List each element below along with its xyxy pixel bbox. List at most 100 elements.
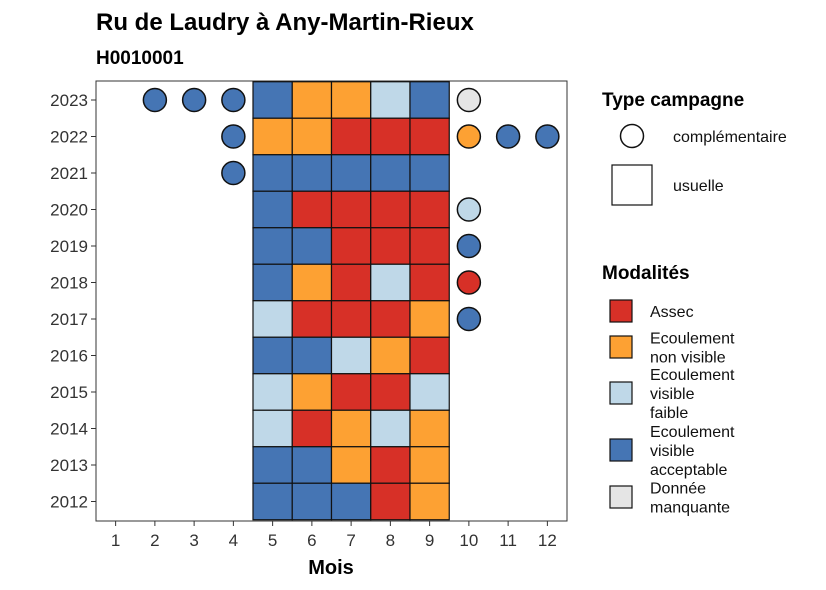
cell-usuelle-2015-6 — [291, 373, 333, 411]
cell-usuelle-2022-6 — [291, 117, 333, 156]
cell-usuelle-2020-7 — [330, 190, 372, 229]
y-tick-label-2022: 2022 — [50, 128, 88, 147]
x-tick-label-9: 9 — [425, 531, 434, 550]
legend-label-complementaire: complémentaire — [673, 129, 787, 146]
legend-key-accept — [609, 438, 633, 462]
point-complementaire-2019-10 — [456, 233, 482, 259]
cell-usuelle-2015-8 — [370, 373, 411, 411]
y-tick-label-2023: 2023 — [50, 91, 88, 110]
legend-label-usuelle: usuelle — [673, 178, 724, 195]
x-tick-label-11: 11 — [499, 531, 517, 550]
cell-usuelle-2023-9 — [409, 81, 450, 119]
cell-usuelle-2013-5 — [252, 446, 293, 484]
y-axis: 2012 2013 2014 2015 2016 2017 2018 2019 2020 2021… — [50, 91, 96, 512]
point-complementaire-2021-4 — [221, 160, 246, 186]
x-tick-label-8: 8 — [386, 531, 395, 550]
cell-usuelle-2016-6 — [291, 336, 333, 375]
legend-key-manq — [609, 485, 633, 509]
point-complementaire-2022-10 — [456, 124, 482, 149]
legend-key-faible — [609, 381, 633, 405]
y-tick-label-2019: 2019 — [50, 237, 88, 256]
cell-usuelle-2017-7 — [330, 300, 372, 338]
cell-usuelle-2013-8 — [370, 446, 411, 484]
point-complementaire-2022-12 — [535, 124, 560, 149]
cell-usuelle-2023-6 — [291, 81, 333, 119]
x-tick-label-2: 2 — [150, 531, 159, 550]
cell-usuelle-2021-6 — [291, 154, 333, 192]
cell-usuelle-2017-6 — [291, 300, 333, 338]
cell-usuelle-2021-8 — [370, 154, 411, 192]
legend-label-accept: Ecoulement visible acceptable — [650, 424, 735, 479]
cell-usuelle-2016-5 — [252, 336, 293, 375]
cell-usuelle-2012-8 — [370, 482, 411, 521]
x-axis: 1 2 3 4 5 6 7 8 9 10 11 12 — [111, 521, 557, 550]
cell-usuelle-2018-6 — [291, 263, 333, 302]
chart-title: Ru de Laudry à Any-Martin-Rieux — [96, 9, 474, 36]
cell-usuelle-2015-9 — [409, 373, 450, 411]
x-tick-label-7: 7 — [346, 531, 355, 550]
y-tick-label-2021: 2021 — [50, 164, 88, 183]
point-complementaire-2017-10 — [456, 306, 482, 332]
legend-campaign-title: Type campagne — [602, 90, 744, 111]
plot-cells — [142, 81, 560, 521]
cell-usuelle-2015-7 — [330, 373, 372, 411]
y-tick-label-2017: 2017 — [50, 310, 88, 329]
y-tick-label-2014: 2014 — [50, 420, 88, 439]
cell-usuelle-2021-7 — [330, 154, 372, 192]
point-complementaire-2022-11 — [495, 124, 521, 149]
point-complementaire-2020-10 — [456, 197, 482, 222]
point-complementaire-2023-3 — [181, 87, 207, 113]
cell-usuelle-2013-7 — [330, 446, 372, 484]
legend-campaign-type: Type campagne complémentaire usuelle — [602, 90, 787, 206]
legend-label-faible: Ecoulement visible faible — [650, 367, 735, 422]
y-tick-label-2016: 2016 — [50, 347, 88, 366]
cell-usuelle-2022-7 — [330, 117, 372, 156]
legend-key-usuelle — [611, 164, 653, 206]
x-tick-label-12: 12 — [538, 531, 557, 550]
point-complementaire-2023-10 — [456, 87, 482, 113]
cell-usuelle-2017-9 — [409, 300, 450, 338]
cell-usuelle-2020-9 — [409, 190, 450, 229]
x-tick-label-3: 3 — [189, 531, 198, 550]
chart-subtitle: H0010001 — [96, 48, 184, 69]
cell-usuelle-2019-9 — [409, 227, 450, 265]
legend-key-complementaire — [619, 123, 645, 149]
cell-usuelle-2021-5 — [252, 154, 293, 192]
cell-usuelle-2014-8 — [370, 409, 411, 448]
legend-modalities-title: Modalités — [602, 263, 690, 284]
cell-usuelle-2014-9 — [409, 409, 450, 448]
cell-usuelle-2019-6 — [291, 227, 333, 265]
cell-usuelle-2020-8 — [370, 190, 411, 229]
cell-usuelle-2016-7 — [330, 336, 372, 375]
legend-label-nonvis: Ecoulement non visible — [650, 331, 735, 367]
cell-usuelle-2019-5 — [252, 227, 293, 265]
cell-usuelle-2018-8 — [370, 263, 411, 302]
cell-usuelle-2022-8 — [370, 117, 411, 156]
legend-label-assec: Assec — [650, 304, 694, 321]
point-complementaire-2022-4 — [221, 124, 246, 149]
legend-key-assec — [609, 299, 633, 323]
point-complementaire-2018-10 — [456, 270, 482, 295]
point-complementaire-2023-2 — [142, 87, 168, 113]
cell-usuelle-2014-7 — [330, 409, 372, 448]
x-tick-label-10: 10 — [459, 531, 478, 550]
x-tick-label-5: 5 — [268, 531, 277, 550]
cell-usuelle-2015-5 — [252, 373, 293, 411]
cell-usuelle-2012-9 — [409, 482, 450, 521]
y-tick-label-2015: 2015 — [50, 383, 88, 402]
cell-usuelle-2022-9 — [409, 117, 450, 156]
cell-usuelle-2017-8 — [370, 300, 411, 338]
cell-usuelle-2012-7 — [330, 482, 372, 521]
legend-label-manq: Donnée manquante — [650, 481, 730, 517]
y-tick-label-2012: 2012 — [50, 493, 88, 512]
cell-usuelle-2018-9 — [409, 263, 450, 302]
x-tick-label-6: 6 — [307, 531, 316, 550]
legend-key-nonvis — [609, 335, 633, 359]
point-complementaire-2023-4 — [221, 87, 246, 113]
y-tick-label-2013: 2013 — [50, 456, 88, 475]
cell-usuelle-2023-5 — [252, 81, 293, 119]
cell-usuelle-2019-8 — [370, 227, 411, 265]
cell-usuelle-2021-9 — [409, 154, 450, 192]
